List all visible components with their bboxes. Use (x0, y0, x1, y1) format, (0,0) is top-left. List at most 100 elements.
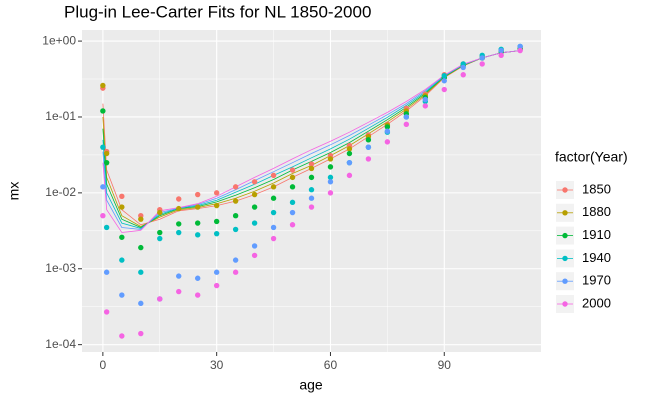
point (157, 209, 163, 216)
point (346, 150, 353, 157)
y-axis-label: mx (6, 182, 22, 201)
point (270, 195, 277, 201)
legend-point (562, 210, 568, 216)
point (384, 128, 391, 134)
legend-point (562, 278, 568, 284)
legend-point (562, 232, 568, 239)
point (251, 191, 258, 198)
point (308, 204, 315, 210)
point (119, 234, 125, 240)
point (498, 52, 504, 58)
fit-line (102, 50, 521, 229)
point (232, 226, 239, 233)
point (213, 282, 220, 289)
point (103, 269, 110, 275)
point (327, 179, 334, 185)
point (289, 174, 296, 181)
point (308, 165, 315, 172)
point (157, 296, 163, 302)
legend-point (562, 301, 568, 307)
point (194, 275, 201, 281)
point (176, 221, 182, 227)
point (213, 230, 220, 237)
point (346, 159, 353, 166)
point (308, 195, 315, 201)
point (365, 137, 372, 143)
point (479, 61, 485, 67)
point (346, 146, 353, 152)
point (441, 78, 447, 84)
point (289, 184, 296, 190)
point (194, 204, 201, 210)
point (270, 224, 277, 231)
point (119, 204, 125, 210)
point (422, 96, 429, 103)
point (232, 257, 239, 263)
point (119, 333, 125, 339)
point (213, 218, 220, 225)
fit-line (102, 50, 521, 226)
y-tick-label: 1e-01 (45, 109, 76, 123)
point (213, 190, 220, 196)
point (176, 229, 182, 236)
point (327, 190, 334, 196)
point (460, 64, 466, 71)
point (251, 179, 258, 185)
point (103, 150, 110, 157)
legend-point (562, 255, 568, 262)
y-tick-label: 1e-04 (45, 337, 76, 351)
point (403, 121, 410, 128)
point (460, 72, 466, 78)
point (232, 213, 239, 219)
point (232, 198, 239, 204)
point (100, 144, 106, 150)
legend-label: 1940 (582, 250, 611, 265)
point (138, 244, 144, 251)
point (100, 82, 106, 89)
point (270, 235, 277, 242)
legend-title: factor(Year) (555, 149, 628, 165)
point (138, 216, 144, 222)
point (251, 243, 258, 249)
legend-label: 1910 (582, 227, 611, 242)
point (251, 220, 258, 226)
legend-label: 1970 (582, 273, 611, 288)
x-tick-label: 60 (324, 358, 338, 372)
fit-line (102, 50, 521, 230)
point (138, 300, 144, 307)
point (270, 172, 277, 179)
point (289, 199, 296, 206)
point (251, 204, 258, 210)
point (100, 108, 106, 114)
x-tick-label: 30 (210, 358, 224, 372)
point (422, 103, 429, 109)
point (103, 159, 110, 166)
point (517, 43, 523, 50)
point (365, 144, 372, 150)
point (365, 156, 372, 162)
point (289, 167, 296, 173)
point (213, 269, 220, 275)
point (103, 224, 110, 231)
point (384, 139, 391, 145)
point (100, 184, 106, 190)
point (194, 191, 201, 198)
point (232, 269, 239, 275)
x-tick-label: 90 (438, 358, 452, 372)
legend-point (562, 187, 568, 193)
point (403, 114, 410, 120)
point (194, 292, 201, 298)
point (327, 156, 334, 162)
point (138, 269, 144, 275)
point (308, 174, 315, 181)
point (289, 209, 296, 216)
point (232, 184, 239, 190)
point (138, 330, 144, 337)
point (194, 232, 201, 238)
fit-line (102, 50, 521, 227)
point (517, 47, 523, 54)
point (100, 213, 106, 219)
point (176, 205, 182, 212)
point (384, 124, 391, 130)
